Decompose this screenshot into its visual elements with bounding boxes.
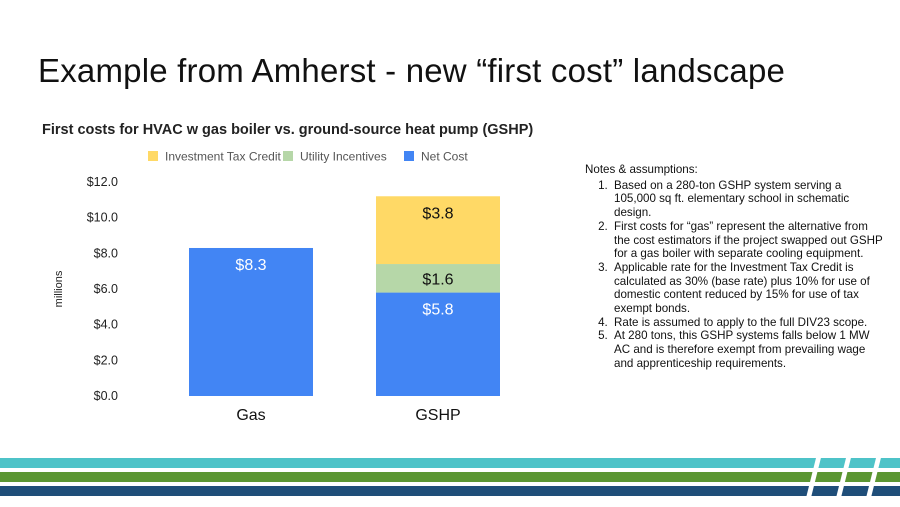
footer-stripe-cut [836, 458, 851, 498]
footer-stripe [0, 472, 900, 482]
y-tick-label: $6.0 [94, 282, 118, 296]
slide-title: Example from Amherst - new “first cost” … [38, 52, 786, 89]
bar-segment [376, 292, 500, 396]
bar-segment [376, 196, 500, 265]
notes-panel: Notes & assumptions: Based on a 280-ton … [585, 163, 885, 371]
y-tick-label: $0.0 [94, 389, 118, 403]
bar-data-label: $3.8 [422, 205, 453, 222]
bar-segment [189, 247, 313, 396]
note-item: First costs for “gas” represent the alte… [611, 220, 885, 261]
legend-swatch [404, 151, 414, 161]
chart-title: First costs for HVAC w gas boiler vs. gr… [42, 122, 533, 138]
x-tick-label: GSHP [415, 407, 460, 424]
y-tick-label: $12.0 [87, 175, 118, 189]
notes-heading: Notes & assumptions: [585, 163, 698, 176]
legend-label: Net Cost [421, 150, 468, 164]
note-item: Rate is assumed to apply to the full DIV… [611, 316, 885, 330]
footer-stripe [0, 458, 900, 468]
x-tick-label: Gas [236, 407, 265, 424]
bar-data-label: $8.3 [235, 257, 266, 274]
y-tick-label: $4.0 [94, 318, 118, 332]
legend-label: Utility Incentives [300, 150, 387, 164]
y-axis: $0.0 $2.0 $4.0 $6.0 $8.0 $10.0 $12.0 [87, 175, 118, 403]
notes-list: Based on a 280-ton GSHP system serving a… [585, 179, 885, 371]
footer-stripe-cut [806, 458, 821, 498]
y-tick-label: $10.0 [87, 211, 118, 225]
y-axis-label: millions [53, 270, 65, 307]
bar-series: $8.3 $5.8 $1.6 $3.8 [189, 196, 500, 396]
y-tick-label: $8.0 [94, 246, 118, 260]
note-item: Applicable rate for the Investment Tax C… [611, 261, 885, 316]
bar-data-label: $1.6 [422, 271, 453, 288]
legend-swatch [148, 151, 158, 161]
y-tick-label: $2.0 [94, 353, 118, 367]
note-item: At 280 tons, this GSHP systems falls bel… [611, 329, 885, 370]
legend-swatch [283, 151, 293, 161]
note-item: Based on a 280-ton GSHP system serving a… [611, 179, 885, 220]
bar-data-label: $5.8 [422, 302, 453, 319]
footer-stripes [0, 458, 900, 498]
stacked-bar-chart: First costs for HVAC w gas boiler vs. gr… [42, 122, 533, 424]
chart-legend: Investment Tax Credit Utility Incentives N… [148, 150, 468, 164]
footer-stripe-cut [866, 458, 881, 498]
legend-label: Investment Tax Credit [165, 150, 281, 164]
bar-segment [376, 264, 500, 293]
x-axis: Gas GSHP [236, 407, 460, 424]
footer-stripe [0, 486, 900, 496]
